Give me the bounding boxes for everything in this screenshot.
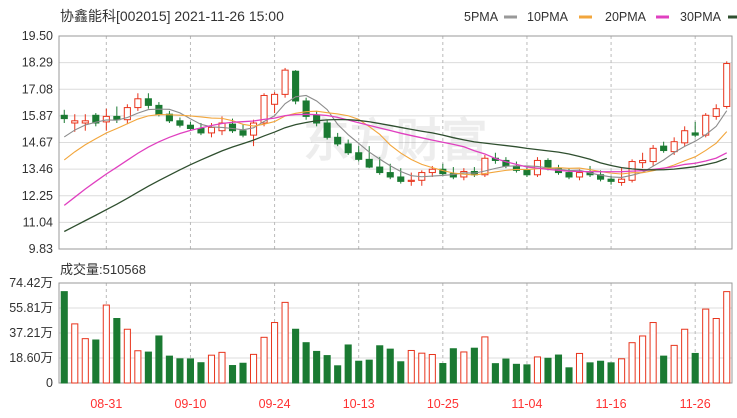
svg-text:09-24: 09-24 xyxy=(259,397,291,411)
svg-text:10PMA: 10PMA xyxy=(527,10,569,24)
svg-text:5PMA: 5PMA xyxy=(464,10,499,24)
svg-text:19.50: 19.50 xyxy=(22,29,53,43)
svg-text:11-16: 11-16 xyxy=(596,397,627,411)
svg-text:15.87: 15.87 xyxy=(22,109,53,123)
svg-text:10-25: 10-25 xyxy=(427,397,459,411)
svg-text:74.42万: 74.42万 xyxy=(9,276,53,290)
svg-text:13.46: 13.46 xyxy=(22,162,53,176)
svg-text:0: 0 xyxy=(46,376,53,390)
svg-text:18.29: 18.29 xyxy=(22,56,53,70)
svg-text:18.60万: 18.60万 xyxy=(9,351,53,365)
svg-text:30PMA: 30PMA xyxy=(680,10,722,24)
svg-text:成交量:510568: 成交量:510568 xyxy=(60,262,146,277)
svg-text:20PMA: 20PMA xyxy=(605,10,647,24)
svg-text:17.08: 17.08 xyxy=(22,82,53,96)
svg-text:东方财富: 东方财富 xyxy=(304,115,488,167)
svg-text:55.81万: 55.81万 xyxy=(9,301,53,315)
svg-text:协鑫能科[002015] 2021-11-26 15:00: 协鑫能科[002015] 2021-11-26 15:00 xyxy=(60,8,284,24)
svg-text:08-31: 08-31 xyxy=(90,397,122,411)
svg-text:37.21万: 37.21万 xyxy=(9,326,53,340)
svg-text:14.67: 14.67 xyxy=(22,136,53,150)
svg-text:9.83: 9.83 xyxy=(29,242,53,256)
svg-text:11.04: 11.04 xyxy=(23,215,53,229)
svg-text:11-26: 11-26 xyxy=(680,397,711,411)
svg-text:09-10: 09-10 xyxy=(174,397,206,411)
svg-text:12.25: 12.25 xyxy=(22,189,53,203)
svg-text:10-13: 10-13 xyxy=(343,397,375,411)
svg-text:11-04: 11-04 xyxy=(511,397,542,411)
